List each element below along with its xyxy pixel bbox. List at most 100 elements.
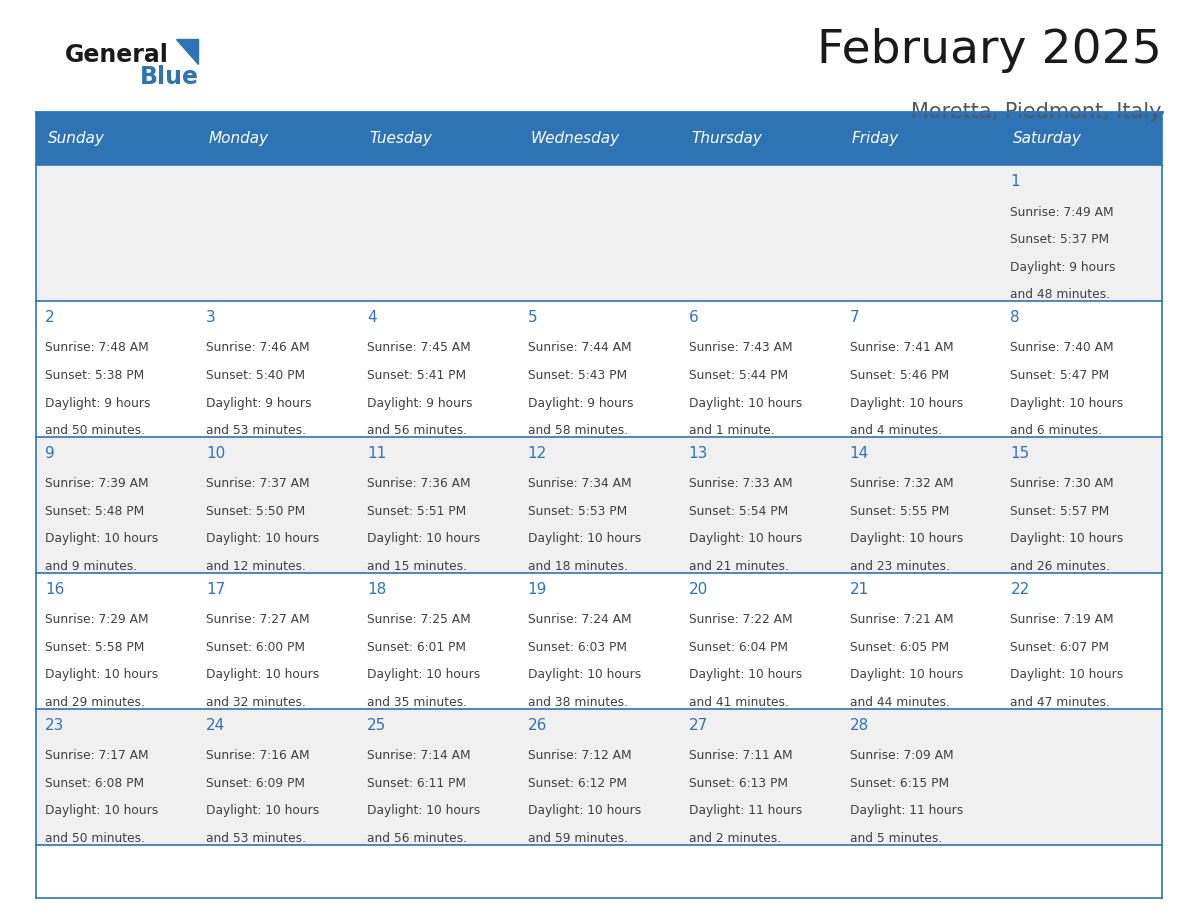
Text: Daylight: 10 hours: Daylight: 10 hours	[689, 532, 802, 545]
Text: 26: 26	[527, 718, 548, 733]
Text: and 21 minutes.: and 21 minutes.	[689, 560, 789, 573]
Text: Sunset: 5:41 PM: Sunset: 5:41 PM	[367, 369, 466, 382]
Text: Sunset: 6:12 PM: Sunset: 6:12 PM	[527, 777, 627, 789]
Text: Sunday: Sunday	[48, 131, 105, 146]
Text: Sunset: 6:03 PM: Sunset: 6:03 PM	[527, 641, 627, 654]
Bar	[36, 709, 1162, 845]
Text: 20: 20	[689, 582, 708, 597]
Text: Daylight: 10 hours: Daylight: 10 hours	[527, 804, 642, 817]
Text: Saturday: Saturday	[1013, 131, 1082, 146]
Text: 21: 21	[849, 582, 868, 597]
Text: 13: 13	[689, 446, 708, 461]
Text: Daylight: 11 hours: Daylight: 11 hours	[849, 804, 962, 817]
Text: 1: 1	[1011, 174, 1020, 189]
Text: 5: 5	[527, 310, 537, 325]
Text: Daylight: 9 hours: Daylight: 9 hours	[367, 397, 473, 409]
Text: and 56 minutes.: and 56 minutes.	[367, 424, 467, 437]
Text: Sunset: 6:09 PM: Sunset: 6:09 PM	[206, 777, 305, 789]
Text: Daylight: 10 hours: Daylight: 10 hours	[45, 668, 158, 681]
Text: Sunrise: 7:34 AM: Sunrise: 7:34 AM	[527, 477, 632, 490]
Text: Sunrise: 7:40 AM: Sunrise: 7:40 AM	[1011, 341, 1114, 354]
Text: Daylight: 10 hours: Daylight: 10 hours	[367, 804, 480, 817]
Text: Wednesday: Wednesday	[530, 131, 619, 146]
Text: Daylight: 10 hours: Daylight: 10 hours	[367, 668, 480, 681]
Text: Sunset: 6:11 PM: Sunset: 6:11 PM	[367, 777, 466, 789]
Text: Sunrise: 7:09 AM: Sunrise: 7:09 AM	[849, 749, 953, 762]
Text: 16: 16	[45, 582, 64, 597]
Text: and 41 minutes.: and 41 minutes.	[689, 696, 789, 709]
Text: 12: 12	[527, 446, 546, 461]
Text: and 2 minutes.: and 2 minutes.	[689, 832, 781, 845]
Bar	[36, 573, 1162, 709]
Text: Sunset: 5:43 PM: Sunset: 5:43 PM	[527, 369, 627, 382]
Text: and 29 minutes.: and 29 minutes.	[45, 696, 145, 709]
Text: 3: 3	[206, 310, 216, 325]
Text: and 32 minutes.: and 32 minutes.	[206, 696, 305, 709]
Text: Thursday: Thursday	[691, 131, 762, 146]
Text: Sunrise: 7:27 AM: Sunrise: 7:27 AM	[206, 613, 310, 626]
Text: Sunset: 5:38 PM: Sunset: 5:38 PM	[45, 369, 145, 382]
Text: Daylight: 10 hours: Daylight: 10 hours	[45, 804, 158, 817]
Text: and 35 minutes.: and 35 minutes.	[367, 696, 467, 709]
Text: Sunrise: 7:11 AM: Sunrise: 7:11 AM	[689, 749, 792, 762]
Text: Daylight: 10 hours: Daylight: 10 hours	[527, 532, 642, 545]
Text: Friday: Friday	[852, 131, 899, 146]
Text: 10: 10	[206, 446, 226, 461]
Text: Daylight: 10 hours: Daylight: 10 hours	[527, 668, 642, 681]
Text: 24: 24	[206, 718, 226, 733]
Text: Sunrise: 7:16 AM: Sunrise: 7:16 AM	[206, 749, 310, 762]
Text: 8: 8	[1011, 310, 1020, 325]
Text: Daylight: 10 hours: Daylight: 10 hours	[849, 532, 962, 545]
Text: and 5 minutes.: and 5 minutes.	[849, 832, 942, 845]
Text: and 1 minute.: and 1 minute.	[689, 424, 775, 437]
Text: Sunset: 6:01 PM: Sunset: 6:01 PM	[367, 641, 466, 654]
Text: Daylight: 9 hours: Daylight: 9 hours	[527, 397, 633, 409]
Text: and 59 minutes.: and 59 minutes.	[527, 832, 627, 845]
Text: and 56 minutes.: and 56 minutes.	[367, 832, 467, 845]
Text: General: General	[65, 43, 169, 67]
Text: 22: 22	[1011, 582, 1030, 597]
Text: Sunrise: 7:46 AM: Sunrise: 7:46 AM	[206, 341, 310, 354]
Text: Sunrise: 7:45 AM: Sunrise: 7:45 AM	[367, 341, 470, 354]
Text: and 50 minutes.: and 50 minutes.	[45, 832, 145, 845]
Text: Sunrise: 7:48 AM: Sunrise: 7:48 AM	[45, 341, 148, 354]
Text: Daylight: 9 hours: Daylight: 9 hours	[1011, 261, 1116, 274]
Text: Sunrise: 7:21 AM: Sunrise: 7:21 AM	[849, 613, 953, 626]
Text: Daylight: 10 hours: Daylight: 10 hours	[367, 532, 480, 545]
Text: 23: 23	[45, 718, 64, 733]
Text: Sunset: 5:53 PM: Sunset: 5:53 PM	[527, 505, 627, 518]
Text: Sunset: 5:51 PM: Sunset: 5:51 PM	[367, 505, 466, 518]
Text: and 9 minutes.: and 9 minutes.	[45, 560, 138, 573]
Text: 25: 25	[367, 718, 386, 733]
Bar	[36, 112, 1162, 165]
Text: and 58 minutes.: and 58 minutes.	[527, 424, 628, 437]
Text: Sunset: 5:47 PM: Sunset: 5:47 PM	[1011, 369, 1110, 382]
Text: Sunset: 6:13 PM: Sunset: 6:13 PM	[689, 777, 788, 789]
Text: Sunrise: 7:30 AM: Sunrise: 7:30 AM	[1011, 477, 1114, 490]
Text: 9: 9	[45, 446, 55, 461]
Text: Sunrise: 7:17 AM: Sunrise: 7:17 AM	[45, 749, 148, 762]
Text: Sunrise: 7:24 AM: Sunrise: 7:24 AM	[527, 613, 632, 626]
Text: 2: 2	[45, 310, 55, 325]
Text: Blue: Blue	[139, 65, 198, 89]
Text: 14: 14	[849, 446, 868, 461]
Text: Sunset: 6:04 PM: Sunset: 6:04 PM	[689, 641, 788, 654]
Text: and 23 minutes.: and 23 minutes.	[849, 560, 949, 573]
Text: Sunset: 5:57 PM: Sunset: 5:57 PM	[1011, 505, 1110, 518]
Text: 6: 6	[689, 310, 699, 325]
Text: 11: 11	[367, 446, 386, 461]
Bar	[36, 301, 1162, 437]
Bar	[36, 165, 1162, 301]
Text: Sunset: 5:55 PM: Sunset: 5:55 PM	[849, 505, 949, 518]
Text: 15: 15	[1011, 446, 1030, 461]
Text: Sunset: 5:50 PM: Sunset: 5:50 PM	[206, 505, 305, 518]
Text: and 12 minutes.: and 12 minutes.	[206, 560, 305, 573]
Text: Daylight: 10 hours: Daylight: 10 hours	[206, 668, 320, 681]
Text: Daylight: 10 hours: Daylight: 10 hours	[206, 804, 320, 817]
Text: and 48 minutes.: and 48 minutes.	[1011, 288, 1111, 301]
Text: Sunset: 5:58 PM: Sunset: 5:58 PM	[45, 641, 145, 654]
Text: February 2025: February 2025	[817, 28, 1162, 73]
Text: Sunrise: 7:37 AM: Sunrise: 7:37 AM	[206, 477, 310, 490]
Text: Sunrise: 7:41 AM: Sunrise: 7:41 AM	[849, 341, 953, 354]
Text: 28: 28	[849, 718, 868, 733]
